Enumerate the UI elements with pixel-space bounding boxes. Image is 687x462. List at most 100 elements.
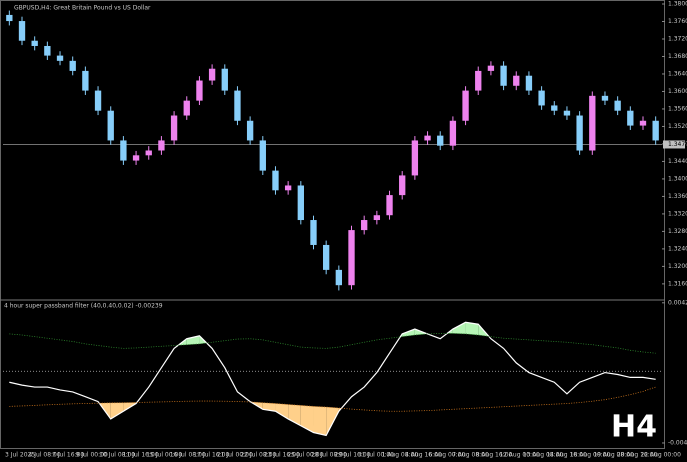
band-fill <box>402 329 415 337</box>
time-label: 31 Jul 00:00 <box>358 452 394 459</box>
candle-body <box>348 230 355 286</box>
candle-body <box>69 60 76 71</box>
time-label: 11 Jul 16:00 <box>123 452 159 459</box>
time-label: 7 Jul 16:00 <box>52 452 84 459</box>
time-label: 10 Jul 08:00 <box>99 452 135 459</box>
candle-body <box>424 135 431 141</box>
indicator-title: 4 hour super passband filter (40,0.40,0.… <box>4 303 163 310</box>
y-tick-label: 0.00425 <box>668 299 687 306</box>
y-tick-label: 1.38000 <box>668 1 687 8</box>
y-tick-label: 1.36800 <box>668 53 687 60</box>
candle-body <box>221 68 228 91</box>
candle-body <box>449 120 457 146</box>
time-label: 15 Jul 00:00 <box>146 452 182 459</box>
candle-body <box>94 90 102 111</box>
time-label: 1 Aug 08:00 <box>382 452 419 459</box>
candle-body <box>56 55 64 61</box>
y-tick-label: 1.32800 <box>668 228 687 235</box>
candle-body <box>589 95 596 151</box>
candle-body <box>487 65 495 71</box>
time-label: 18 Aug 00:00 <box>570 452 611 459</box>
candle-body <box>437 135 444 146</box>
chart-title: GBPUSD,H4: Great Britain Pound vs US Dol… <box>14 5 151 12</box>
candle-body <box>627 110 634 126</box>
frame <box>0 0 665 449</box>
time-label: 22 Aug 00:00 <box>640 452 681 459</box>
y-tick-label: 1.32400 <box>668 245 687 252</box>
y-tick-label: 1.33200 <box>668 210 687 217</box>
candle-body <box>18 21 26 41</box>
y-tick-label: 1.35200 <box>668 123 687 130</box>
band-fill <box>300 405 314 433</box>
price-tag <box>663 140 685 149</box>
candle-body <box>310 220 317 245</box>
timeframe-label: H4 <box>611 410 657 445</box>
candle-body <box>335 269 343 286</box>
candle-body <box>513 75 520 86</box>
band-fill <box>465 322 479 336</box>
y-tick-label: 1.36000 <box>668 88 687 95</box>
candle-body <box>246 120 254 141</box>
price-tag-label: 1.34788 <box>668 141 687 148</box>
y-tick-label: -0.00445 <box>668 439 687 446</box>
candle-body <box>563 110 571 116</box>
candle-body <box>234 90 241 121</box>
candle-body <box>462 90 469 121</box>
candle-body <box>259 140 266 171</box>
candle-body <box>399 175 406 196</box>
band-fill <box>262 402 276 412</box>
candle-body <box>132 155 140 161</box>
time-label: 25 Jul 00:00 <box>287 452 323 459</box>
candle-body <box>44 45 51 56</box>
candle-body <box>120 140 127 161</box>
time-label: 21 Jul 00:00 <box>217 452 253 459</box>
candle-body <box>411 140 419 176</box>
indicator-line <box>9 321 656 437</box>
band-fill <box>313 406 327 436</box>
candle-body <box>361 220 368 231</box>
candle-body <box>652 120 659 141</box>
y-tick-label: 1.36400 <box>668 70 687 77</box>
band-fill <box>275 403 289 419</box>
candle-body <box>386 195 393 216</box>
candle-body <box>208 68 216 81</box>
candle-body <box>322 244 330 270</box>
time-label: 19 Aug 08:00 <box>593 452 634 459</box>
y-tick-label: 1.32000 <box>668 263 687 270</box>
y-tick-label: 1.31600 <box>668 280 687 287</box>
time-label: 13 Aug 08:00 <box>523 452 564 459</box>
y-tick-label: 1.37200 <box>668 35 687 42</box>
time-label: 29 Jul 16:00 <box>335 452 371 459</box>
candle-body <box>196 80 203 101</box>
candle-body <box>551 105 558 111</box>
band-fill <box>110 402 124 419</box>
candle-body <box>576 115 583 151</box>
candle-body <box>538 90 545 106</box>
time-label: 20 Aug 16:00 <box>617 452 658 459</box>
time-label: 7 Aug 08:00 <box>452 452 489 459</box>
candle-body <box>107 110 114 141</box>
time-label: 3 Jul 2025 <box>5 452 35 459</box>
time-label: 22 Jul 08:00 <box>240 452 276 459</box>
candle-body <box>158 140 165 151</box>
band-line <box>9 386 656 412</box>
y-tick-label: 1.33600 <box>668 193 687 200</box>
candle-body <box>525 75 533 91</box>
time-label: 4 Jul 08:00 <box>29 452 61 459</box>
candle-body <box>31 40 38 46</box>
candle-body <box>183 100 190 116</box>
time-label: 17 Jul 16:00 <box>193 452 229 459</box>
candle-body <box>145 150 152 156</box>
time-label: 12 Aug 00:00 <box>499 452 540 459</box>
candle-body <box>82 70 89 91</box>
candle-body <box>373 215 381 221</box>
time-label: 28 Jul 08:00 <box>311 452 347 459</box>
time-label: 23 Jul 16:00 <box>264 452 300 459</box>
y-tick-label: 1.34400 <box>668 158 687 165</box>
candle-body <box>614 100 621 111</box>
time-label: 14 Aug 16:00 <box>546 452 587 459</box>
y-tick-label: 1.34000 <box>668 175 687 182</box>
y-tick-label: 1.35600 <box>668 105 687 112</box>
time-label: 6 Aug 00:00 <box>429 452 466 459</box>
